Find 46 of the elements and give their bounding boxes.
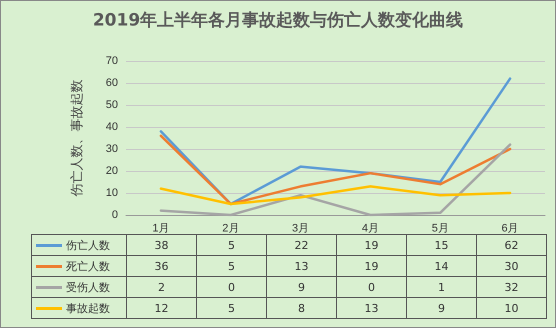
- legend-label: 伤亡人数: [32, 234, 126, 256]
- x-tick-label: 4月: [362, 222, 379, 234]
- legend-label: 事故起数: [32, 298, 126, 318]
- data-label: 5: [196, 256, 266, 276]
- line-series: [160, 185, 512, 206]
- x-tick-label: 6月: [502, 222, 519, 234]
- data-label: 0: [196, 276, 266, 298]
- data-label: 12: [126, 298, 196, 318]
- data-label: 19: [336, 234, 406, 256]
- data-label: 30: [476, 256, 546, 276]
- y-tick-label: 20: [106, 165, 118, 177]
- y-tick-label: 70: [106, 55, 118, 67]
- data-label: 62: [476, 234, 546, 256]
- y-axis-title: 伤亡人数、事故起数: [69, 80, 85, 196]
- data-label: 9: [266, 276, 336, 298]
- y-tick-label: 40: [106, 121, 118, 133]
- y-tick-label: 30: [106, 143, 118, 155]
- y-tick-label: 50: [106, 99, 118, 111]
- chart-title: 2019年上半年各月事故起数与伤亡人数变化曲线: [92, 10, 464, 30]
- data-label: 9: [406, 298, 476, 318]
- data-label: 22: [266, 234, 336, 256]
- x-tick-label: 3月: [292, 222, 310, 234]
- data-label: 0: [336, 276, 406, 298]
- data-label: 15: [406, 234, 476, 256]
- y-tick-label: 60: [106, 77, 118, 89]
- x-tick-label: 2月: [222, 222, 240, 234]
- data-label: 14: [406, 256, 476, 276]
- data-label: 1: [406, 276, 476, 298]
- data-label: 38: [126, 234, 196, 256]
- x-tick-label: 1月: [152, 222, 170, 234]
- data-label: 36: [126, 256, 196, 276]
- data-label: 32: [476, 276, 546, 298]
- data-label: 10: [476, 298, 546, 318]
- data-label: 13: [336, 298, 406, 318]
- data-label: 8: [266, 298, 336, 318]
- data-label: 19: [336, 256, 406, 276]
- y-tick-label: 0: [112, 209, 118, 221]
- line-series: [160, 134, 512, 206]
- legend-label: 受伤人数: [32, 276, 126, 298]
- data-label: 2: [126, 276, 196, 298]
- y-tick-label: 10: [106, 187, 118, 199]
- data-label: 5: [196, 298, 266, 318]
- data-label: 13: [266, 256, 336, 276]
- x-tick-label: 5月: [432, 222, 449, 234]
- data-label: 5: [196, 234, 266, 256]
- legend-label: 死亡人数: [32, 256, 126, 276]
